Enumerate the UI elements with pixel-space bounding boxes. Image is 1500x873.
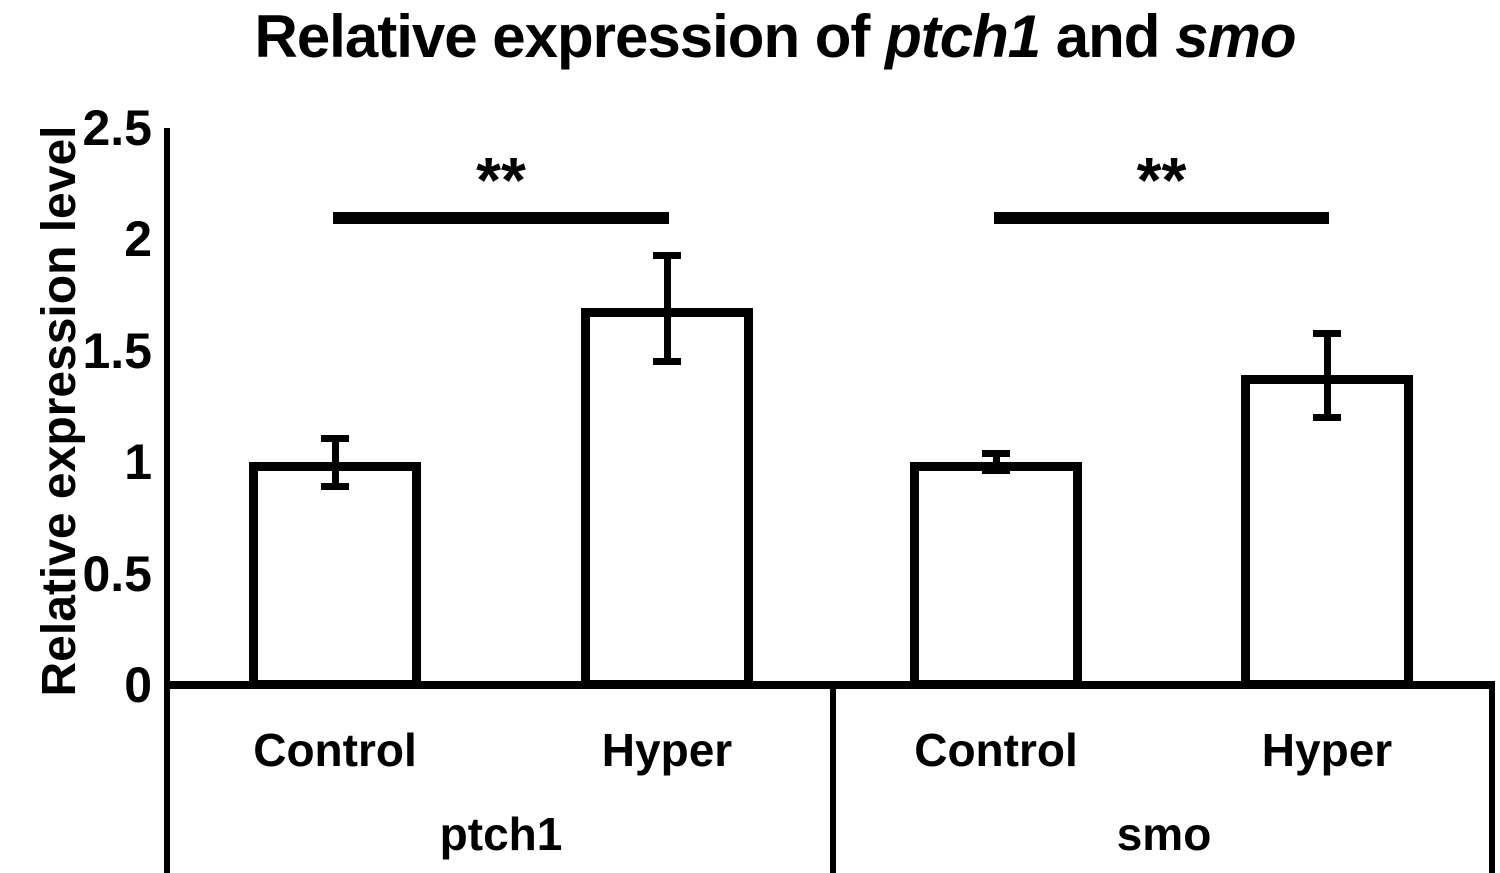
y-tick-label: 0.5	[82, 545, 152, 602]
category-label-control: Control	[914, 724, 1078, 776]
title-segment: Relative expression of	[254, 3, 886, 70]
y-axis-line	[164, 128, 170, 873]
y-tick-label: 1.5	[82, 322, 152, 379]
y-axis-title: Relative expression level	[33, 125, 86, 697]
chart-title: Relative expression of ptch1 and smo	[55, 2, 1495, 86]
error-bar-cap-bottom	[982, 467, 1010, 475]
error-bar-line	[1323, 332, 1331, 418]
group-label-ptch1: ptch1	[439, 808, 563, 860]
x-axis-line	[164, 681, 1495, 689]
title-gene-ptch1: ptch1	[885, 3, 1041, 70]
group-label-smo: smo	[1116, 808, 1212, 860]
error-bar-cap-bottom	[321, 482, 349, 490]
error-bar-line	[331, 437, 339, 487]
significance-line	[994, 212, 1329, 224]
error-bar-cap-bottom	[1313, 413, 1341, 421]
bar-smo-hyper	[1241, 375, 1413, 689]
y-tick-label: 2	[124, 211, 152, 268]
error-bar-cap-bottom	[653, 357, 681, 365]
error-bar-cap-top	[321, 434, 349, 442]
bar-ptch1-hyper	[581, 308, 753, 689]
error-bar-line	[992, 453, 1000, 472]
error-bar-cap-top	[653, 251, 681, 259]
y-tick-label: 0	[124, 657, 152, 713]
error-bar-cap-top	[1313, 329, 1341, 337]
y-tick-label: 1	[124, 434, 152, 491]
bar-smo-control	[910, 462, 1082, 689]
category-label-hyper: Hyper	[601, 724, 733, 776]
error-bar-line	[663, 254, 671, 362]
y-tick-label: 2.5	[82, 100, 152, 156]
significance-stars: **	[1136, 144, 1187, 216]
title-segment: and	[1040, 3, 1176, 70]
error-bar-cap-top	[982, 450, 1010, 458]
bar-ptch1-control	[249, 462, 421, 689]
title-gene-smo: smo	[1175, 3, 1296, 70]
group-divider-line	[830, 685, 836, 873]
category-label-control: Control	[253, 724, 417, 776]
significance-line	[333, 212, 669, 224]
significance-stars: **	[476, 144, 526, 216]
table-right-border	[1489, 685, 1495, 873]
category-label-hyper: Hyper	[1261, 724, 1393, 776]
